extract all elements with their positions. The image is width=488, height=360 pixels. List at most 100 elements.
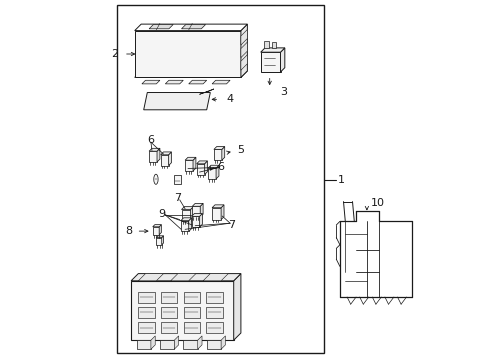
Bar	[138, 322, 154, 333]
Polygon shape	[160, 152, 171, 155]
Bar	[161, 307, 177, 318]
Polygon shape	[181, 24, 205, 29]
Text: 9: 9	[158, 209, 165, 219]
Polygon shape	[199, 89, 213, 94]
Polygon shape	[134, 31, 241, 77]
Bar	[149, 151, 157, 162]
Text: 3: 3	[280, 87, 287, 97]
Bar	[156, 238, 162, 245]
Text: 7: 7	[228, 220, 235, 230]
Bar	[174, 175, 181, 184]
Polygon shape	[181, 207, 193, 210]
Polygon shape	[241, 55, 247, 70]
Bar	[161, 322, 177, 333]
Bar	[152, 227, 159, 235]
Text: 1: 1	[338, 175, 345, 185]
Bar	[260, 52, 280, 72]
Bar	[160, 340, 174, 349]
Bar	[183, 322, 200, 333]
Polygon shape	[149, 24, 173, 29]
Polygon shape	[203, 274, 228, 281]
Polygon shape	[134, 24, 247, 31]
Polygon shape	[185, 157, 196, 160]
Bar	[117, 5, 323, 353]
Text: 8: 8	[125, 226, 133, 236]
Polygon shape	[199, 213, 202, 227]
Polygon shape	[134, 71, 247, 77]
Bar	[206, 307, 222, 318]
Bar	[212, 208, 221, 220]
Bar	[136, 340, 151, 349]
Bar	[271, 42, 275, 48]
Bar	[183, 292, 200, 303]
Bar	[206, 322, 222, 333]
Bar	[181, 210, 190, 221]
Bar	[183, 307, 200, 318]
Text: 4: 4	[226, 94, 233, 104]
Polygon shape	[280, 48, 284, 72]
Polygon shape	[192, 203, 203, 206]
Polygon shape	[212, 205, 224, 208]
Polygon shape	[162, 236, 163, 245]
Bar	[208, 168, 216, 179]
Bar	[138, 307, 154, 318]
Polygon shape	[204, 161, 207, 175]
Text: 6: 6	[147, 135, 154, 145]
Bar	[161, 292, 177, 303]
Polygon shape	[131, 274, 241, 281]
Polygon shape	[241, 30, 247, 45]
Text: 5: 5	[237, 145, 244, 156]
Bar	[185, 160, 193, 171]
Polygon shape	[197, 336, 202, 349]
Polygon shape	[216, 165, 219, 179]
Polygon shape	[190, 207, 193, 221]
Polygon shape	[213, 147, 224, 149]
Text: 6: 6	[217, 162, 224, 172]
Bar	[196, 164, 204, 175]
Polygon shape	[196, 161, 207, 164]
Bar	[181, 221, 188, 231]
Polygon shape	[152, 225, 161, 227]
Polygon shape	[193, 157, 196, 171]
Bar	[138, 292, 154, 303]
Bar	[213, 149, 222, 160]
Polygon shape	[241, 42, 247, 58]
Polygon shape	[151, 336, 155, 349]
Polygon shape	[200, 203, 203, 217]
Bar	[264, 41, 268, 48]
Polygon shape	[143, 93, 210, 110]
Text: 7: 7	[174, 193, 181, 203]
Bar	[206, 292, 222, 303]
Text: 2: 2	[111, 49, 118, 59]
Bar	[160, 155, 168, 166]
Bar	[183, 340, 197, 349]
Polygon shape	[222, 147, 224, 160]
Bar	[206, 340, 221, 349]
Polygon shape	[156, 236, 163, 238]
Polygon shape	[159, 225, 161, 235]
Polygon shape	[241, 24, 247, 77]
Polygon shape	[221, 205, 224, 220]
Polygon shape	[212, 80, 230, 84]
Polygon shape	[157, 148, 160, 162]
Text: 10: 10	[370, 198, 384, 208]
Polygon shape	[188, 218, 191, 231]
Polygon shape	[208, 165, 219, 168]
Polygon shape	[233, 274, 241, 340]
Bar	[131, 281, 233, 340]
Ellipse shape	[153, 174, 158, 184]
Polygon shape	[181, 218, 191, 221]
Polygon shape	[149, 148, 160, 151]
Bar	[192, 206, 200, 217]
Polygon shape	[260, 48, 284, 52]
Polygon shape	[168, 152, 171, 166]
Polygon shape	[188, 80, 206, 84]
Polygon shape	[165, 80, 183, 84]
Polygon shape	[191, 213, 202, 216]
Polygon shape	[142, 80, 160, 84]
Polygon shape	[221, 336, 225, 349]
Bar	[191, 216, 199, 227]
Polygon shape	[170, 274, 196, 281]
Polygon shape	[174, 336, 178, 349]
Polygon shape	[138, 274, 163, 281]
